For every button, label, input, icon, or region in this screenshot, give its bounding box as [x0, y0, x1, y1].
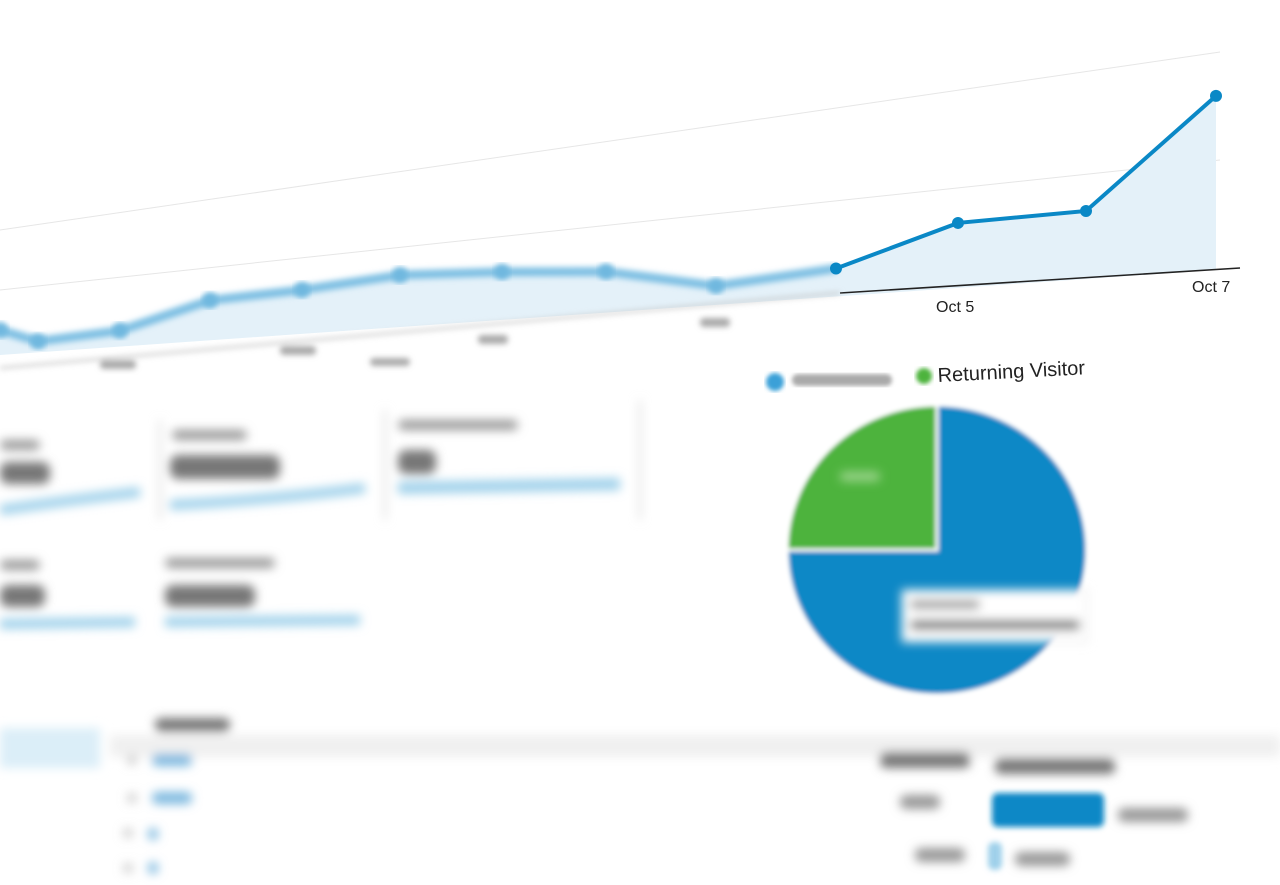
data-point[interactable]	[1210, 89, 1222, 102]
series-line	[835, 94, 1218, 271]
metric-card	[0, 440, 141, 515]
data-point[interactable]	[494, 263, 510, 280]
x-tick-oct-7: Oct 7	[1192, 279, 1230, 296]
metric-cards	[0, 400, 642, 629]
metric-card	[397, 420, 621, 494]
pie-tooltip	[840, 472, 1088, 643]
data-point[interactable]	[202, 292, 218, 309]
new-visitor-legend-label-blurred	[792, 374, 892, 386]
data-point[interactable]	[598, 263, 614, 280]
data-table	[0, 718, 1280, 874]
data-point[interactable]	[708, 277, 724, 294]
session-share-bar	[988, 842, 1002, 870]
blurred-x-ticks	[100, 318, 730, 369]
x-axis-blurred	[0, 292, 841, 369]
returning-visitor-legend-label: Returning Visitor	[937, 357, 1086, 387]
data-point[interactable]	[1080, 204, 1092, 217]
returning-visitor-legend-dot	[916, 368, 932, 384]
metric-card	[169, 430, 366, 510]
x-axis	[839, 267, 1241, 294]
sessions-line-chart	[0, 89, 1222, 355]
data-point[interactable]	[392, 267, 408, 283]
data-point[interactable]	[112, 322, 128, 339]
chart-gridlines	[0, 51, 1221, 291]
data-point[interactable]	[0, 322, 8, 338]
data-point[interactable]	[294, 281, 310, 298]
pie-legend: Returning Visitor	[766, 357, 1086, 391]
data-point[interactable]	[30, 333, 46, 350]
x-tick-oct-5: Oct 5	[936, 299, 974, 316]
data-point[interactable]	[830, 262, 842, 275]
new-visitor-legend-dot	[766, 373, 784, 391]
session-share-bar	[992, 793, 1104, 827]
visitor-pie-chart	[785, 403, 1089, 697]
metric-card	[0, 560, 136, 629]
data-point[interactable]	[952, 216, 964, 229]
session-bars	[988, 793, 1104, 870]
series-line-blurred	[0, 264, 837, 346]
metric-card	[164, 558, 361, 627]
